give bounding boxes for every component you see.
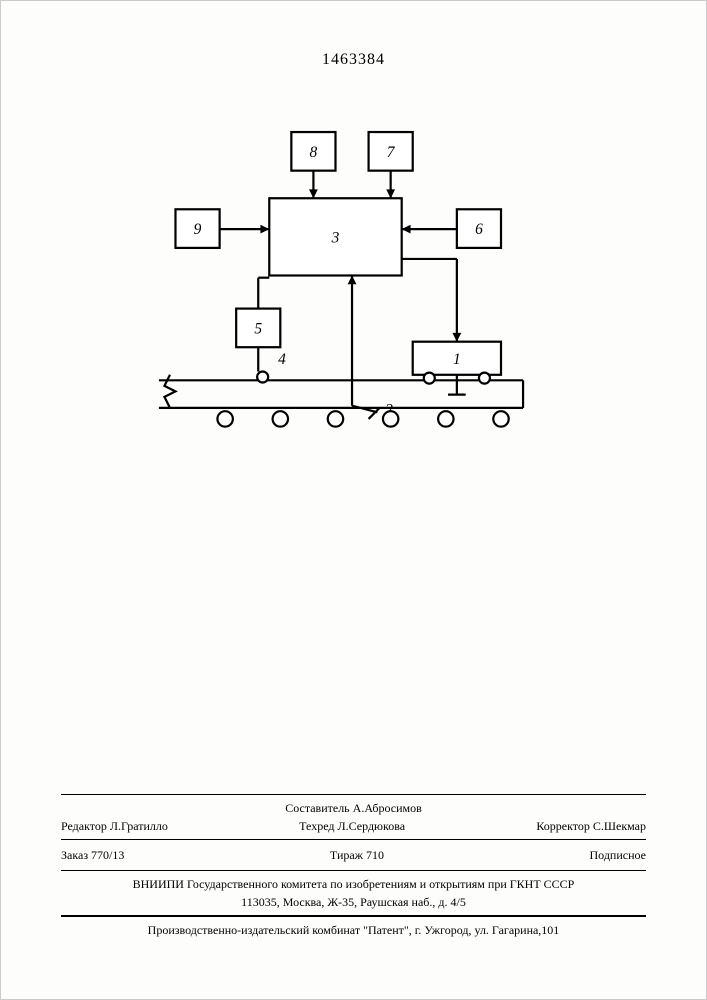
svg-text:3: 3 [331, 229, 340, 246]
svg-text:9: 9 [194, 221, 202, 238]
corrector-credit: Корректор С.Шекмар [536, 817, 646, 835]
order-number: Заказ 770/13 [61, 846, 124, 864]
compiler-credit: Составитель А.Абросимов [61, 799, 646, 817]
svg-text:5: 5 [254, 320, 262, 337]
org-line-2: Производственно-издательский комбинат "П… [61, 921, 646, 939]
org-addr: 113035, Москва, Ж-35, Раушская наб., д. … [61, 893, 646, 911]
block-diagram: 135678924 [131, 121, 551, 441]
svg-text:8: 8 [310, 144, 318, 161]
page: 1463384 135678924 Составитель А.Абросимо… [0, 0, 707, 1000]
svg-text:7: 7 [387, 144, 396, 161]
org-line-1: ВНИИПИ Государственного комитета по изоб… [61, 875, 646, 893]
svg-text:6: 6 [475, 221, 483, 238]
techred-credit: Техред Л.Сердюкова [299, 817, 405, 835]
print-run: Тираж 710 [330, 846, 384, 864]
editor-credit: Редактор Л.Гратилло [61, 817, 168, 835]
patent-number: 1463384 [1, 51, 706, 69]
svg-text:4: 4 [278, 351, 286, 368]
footer-block: Составитель А.Абросимов Редактор Л.Грати… [61, 790, 646, 939]
svg-text:1: 1 [453, 351, 461, 368]
subscription: Подписное [590, 846, 647, 864]
